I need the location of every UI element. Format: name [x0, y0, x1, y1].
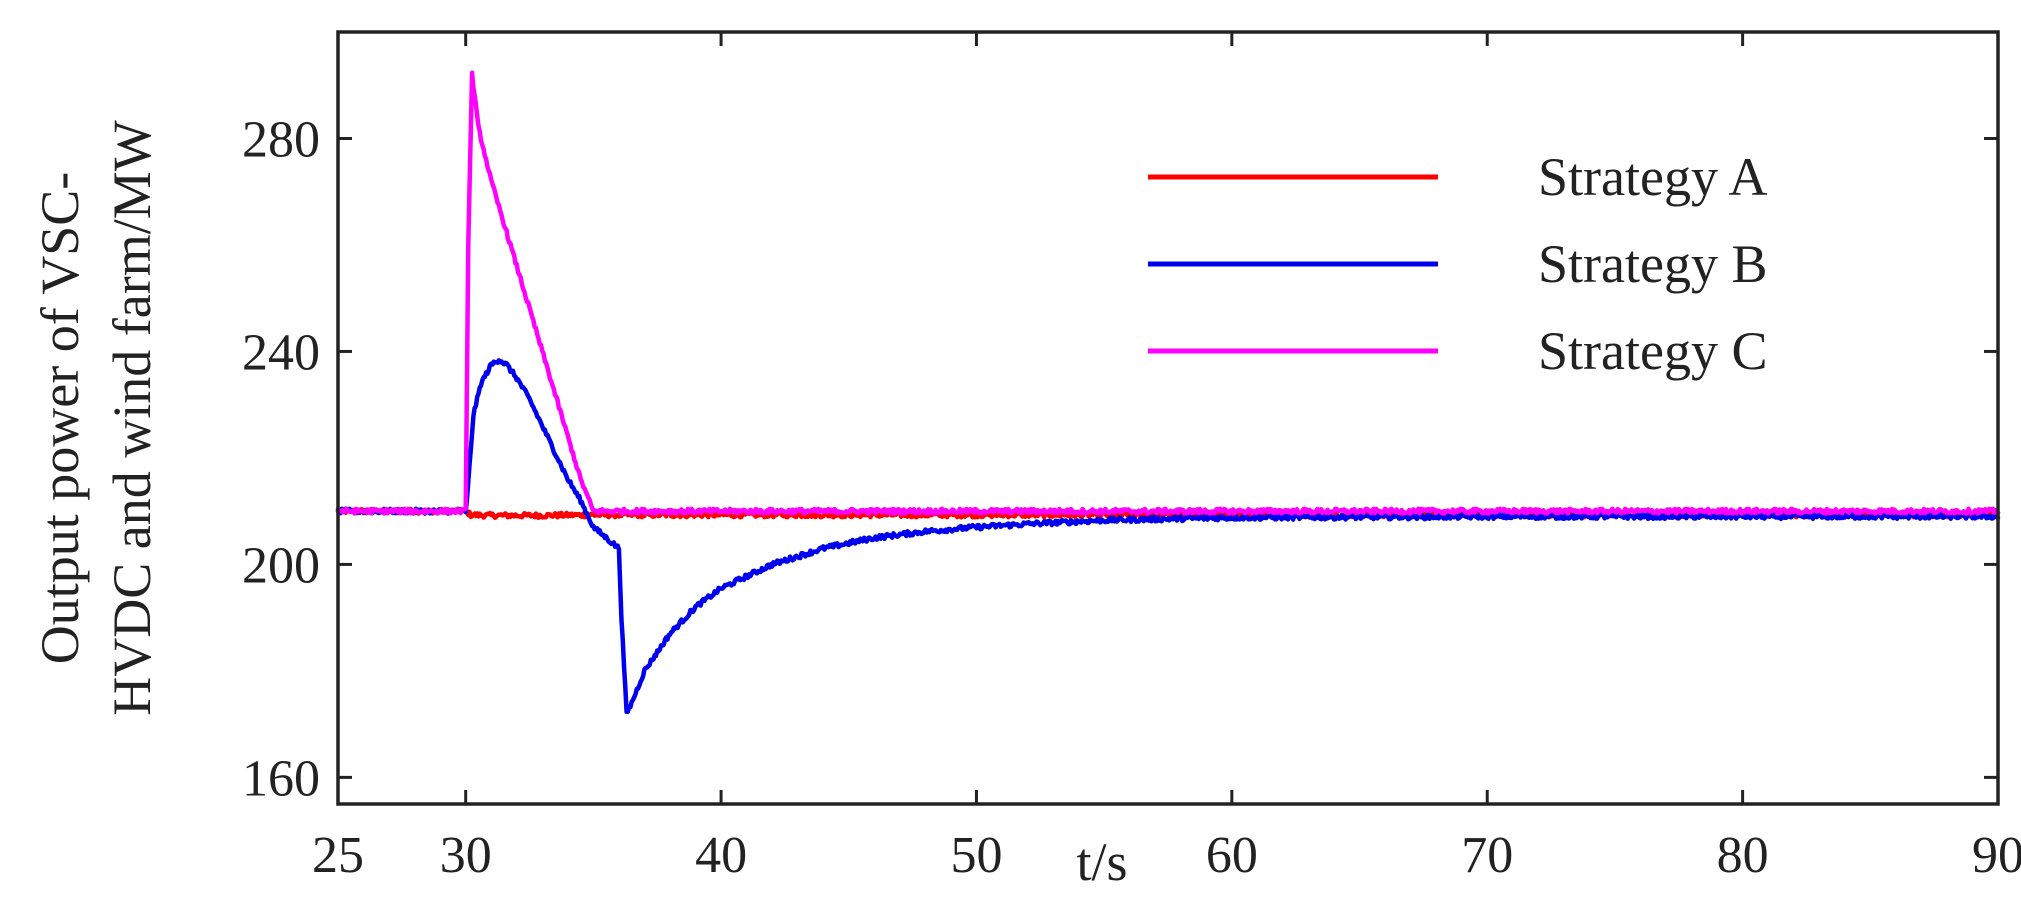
- x-tick-label: 90: [1972, 827, 2021, 884]
- x-tick-label: 80: [1717, 827, 1769, 884]
- x-tick-label: 60: [1206, 827, 1258, 884]
- tick-layer: 160 200 240 280 25 30 40 50 60 70 80 90: [242, 32, 2021, 884]
- y-tick-label: 160: [242, 750, 320, 807]
- y-axis-label-line-2: HVDC and wind farm/MW: [102, 120, 162, 715]
- x-axis-label: t/s: [1076, 832, 1127, 892]
- y-tick-label: 240: [242, 324, 320, 381]
- legend: Strategy A Strategy B Strategy C: [1148, 147, 1767, 381]
- series-line-strategy-c: [335, 70, 2001, 516]
- legend-label-strategy-b: Strategy B: [1538, 234, 1767, 294]
- series-line-strategy-b: [335, 358, 2001, 714]
- y-tick-label: 200: [242, 537, 320, 594]
- legend-label-strategy-c: Strategy C: [1538, 321, 1767, 381]
- plot-frame: [336, 30, 2000, 806]
- x-tick-label: 30: [440, 827, 492, 884]
- x-tick-label: 70: [1461, 827, 1513, 884]
- y-axis-label-line-1: Output power of VSC-: [30, 172, 90, 665]
- series-layer: [335, 70, 2001, 714]
- x-tick-label: 25: [312, 827, 364, 884]
- x-tick-label: 50: [950, 827, 1002, 884]
- legend-label-strategy-a: Strategy A: [1538, 147, 1767, 207]
- y-tick-label: 280: [242, 111, 320, 168]
- x-tick-label: 40: [695, 827, 747, 884]
